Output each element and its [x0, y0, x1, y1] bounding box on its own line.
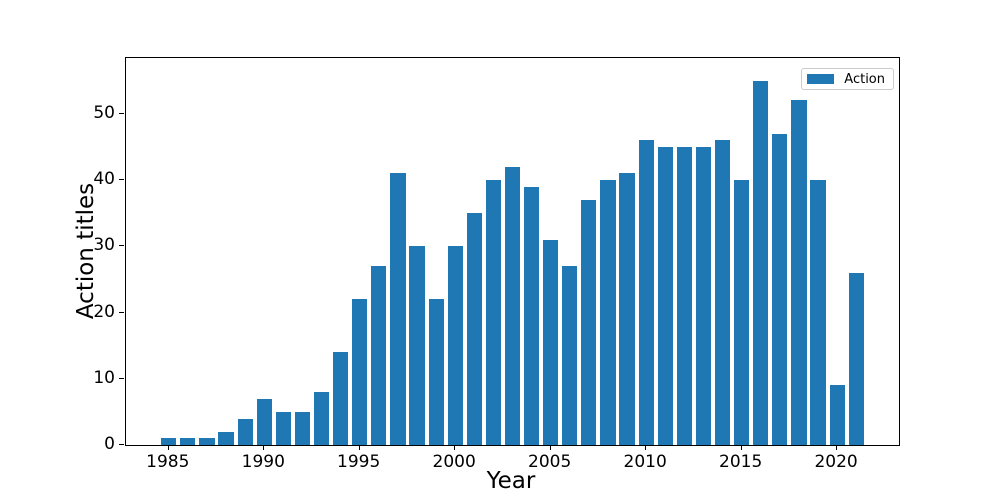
- bar-2004: [524, 186, 540, 445]
- bar-1991: [275, 411, 291, 445]
- x-tick-label-2020: 2020: [814, 452, 858, 472]
- x-tick-label-1995: 1995: [337, 452, 381, 472]
- bar-2020: [829, 385, 845, 445]
- bar-2015: [734, 179, 750, 445]
- x-tick-mark-2020: [836, 445, 838, 450]
- bar-1992: [294, 411, 311, 445]
- bar-1986: [180, 438, 196, 445]
- y-tick-mark-0: [119, 444, 124, 445]
- bar-1985: [161, 438, 177, 445]
- bar-2005: [543, 239, 559, 445]
- bar-2000: [447, 246, 463, 445]
- legend: Action: [801, 68, 894, 90]
- bar-1999: [428, 299, 444, 445]
- bar-1998: [409, 246, 425, 445]
- bar-2001: [466, 213, 482, 445]
- y-tick-mark-50: [119, 112, 124, 114]
- y-tick-label-50: 50: [93, 102, 115, 123]
- x-tick-label-1985: 1985: [146, 452, 190, 472]
- bar-1997: [390, 173, 406, 445]
- bar-2007: [581, 199, 597, 445]
- bar-1988: [218, 431, 234, 445]
- x-axis-label: Year: [486, 468, 536, 494]
- x-tick-mark-1985: [167, 445, 169, 450]
- y-tick-mark-30: [119, 245, 124, 247]
- bar-1996: [371, 266, 387, 445]
- bar-2019: [810, 179, 826, 445]
- bar-2013: [695, 146, 712, 445]
- bar-1994: [333, 352, 349, 445]
- legend-label: Action: [844, 71, 885, 87]
- bar-2021: [848, 272, 864, 445]
- x-tick-label-2015: 2015: [719, 452, 763, 472]
- y-tick-label-30: 30: [93, 235, 115, 256]
- bar-2010: [638, 140, 654, 445]
- y-tick-mark-10: [119, 377, 124, 379]
- x-tick-mark-2015: [740, 445, 742, 450]
- y-tick-label-10: 10: [93, 367, 115, 388]
- x-tick-mark-2000: [454, 445, 456, 450]
- x-tick-label-2000: 2000: [432, 452, 476, 472]
- legend-swatch-action: [807, 74, 835, 84]
- bar-2003: [504, 166, 521, 445]
- bar-2011: [657, 146, 673, 445]
- bar-2017: [772, 133, 788, 445]
- bar-2006: [562, 266, 578, 445]
- bar-1989: [237, 418, 253, 445]
- bar-2018: [791, 100, 807, 445]
- x-tick-label-2005: 2005: [528, 452, 572, 472]
- bar-2012: [676, 146, 692, 445]
- bar-2014: [714, 140, 731, 445]
- y-axis-label: Action titles: [73, 182, 99, 320]
- x-tick-mark-1995: [358, 445, 360, 450]
- x-tick-mark-2010: [645, 445, 647, 450]
- x-tick-label-2010: 2010: [623, 452, 667, 472]
- y-tick-label-0: 0: [104, 434, 115, 454]
- x-tick-mark-1990: [263, 445, 265, 450]
- x-tick-label-1990: 1990: [241, 452, 285, 472]
- bar-2009: [619, 173, 635, 445]
- y-tick-mark-40: [119, 178, 124, 180]
- x-tick-mark-2005: [549, 445, 551, 450]
- bar-1993: [313, 392, 330, 445]
- bar-2016: [753, 80, 769, 445]
- bar-2008: [600, 179, 616, 445]
- y-tick-mark-20: [119, 311, 124, 313]
- y-tick-label-20: 20: [93, 301, 115, 322]
- bar-1995: [352, 299, 368, 445]
- y-tick-label-40: 40: [93, 168, 115, 189]
- bar-1990: [256, 398, 272, 445]
- bar-2002: [485, 179, 502, 445]
- bar-1987: [199, 438, 215, 445]
- plot-area: Action: [125, 57, 900, 446]
